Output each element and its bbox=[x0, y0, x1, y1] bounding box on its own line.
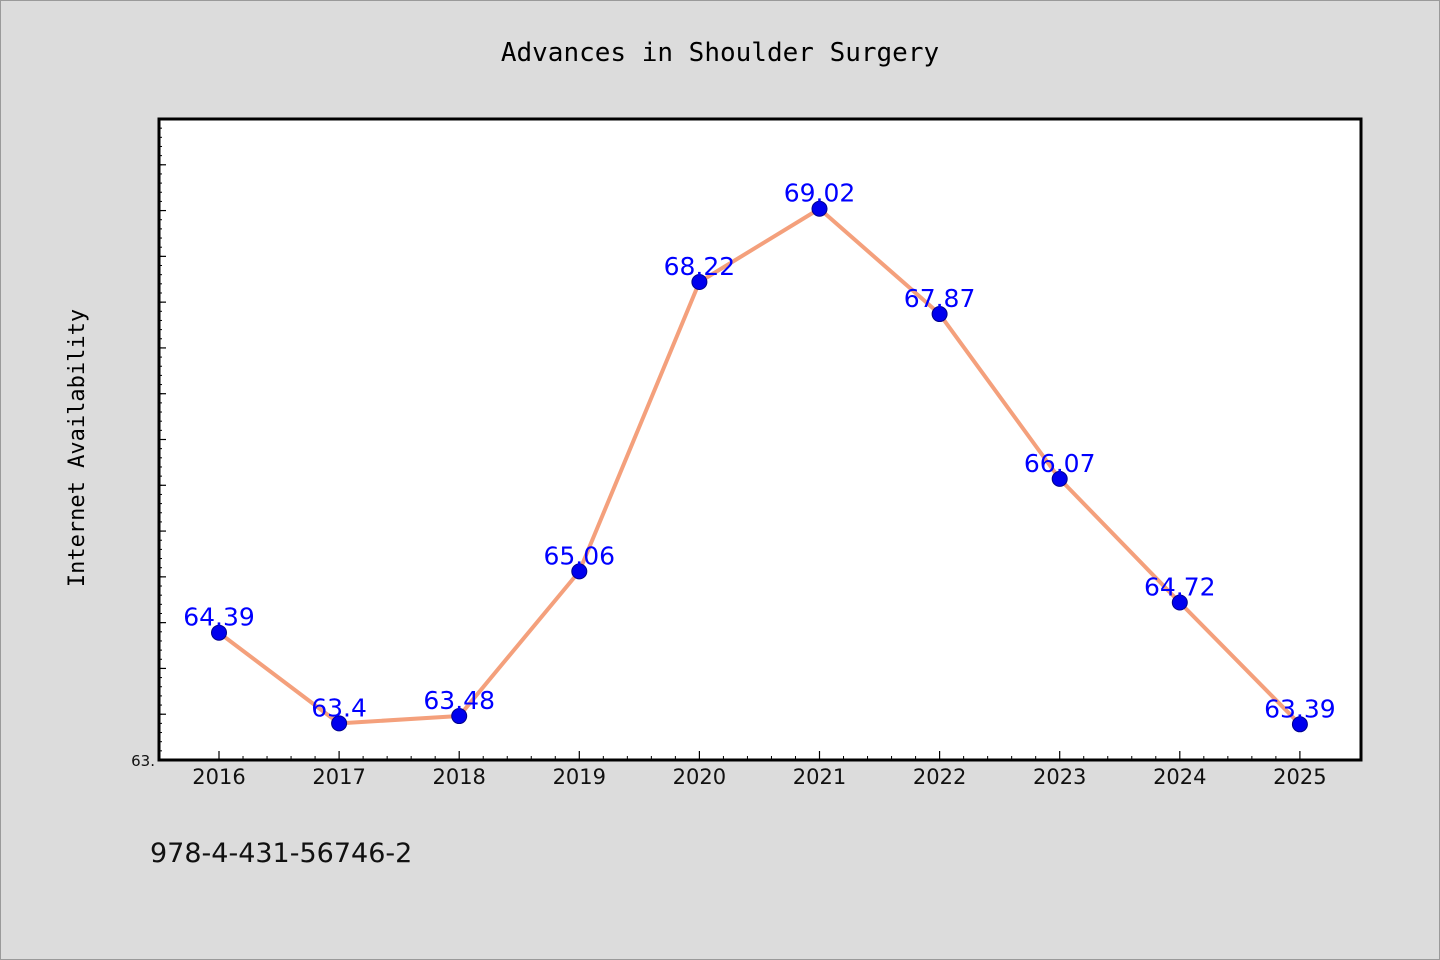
data-point bbox=[211, 624, 227, 641]
data-point bbox=[931, 306, 948, 323]
data-point bbox=[811, 200, 828, 217]
data-label: 68.22 bbox=[664, 252, 736, 281]
x-axis-ticks: 2016 2017 2018 2019 2020 2021 2022 2023 2024 2025 bbox=[192, 751, 1327, 789]
data-label: 67.87 bbox=[904, 284, 976, 313]
data-point bbox=[571, 563, 588, 580]
x-tick-label: 2025 bbox=[1273, 765, 1326, 789]
data-point bbox=[451, 708, 468, 725]
series-layer: 64.39 63.4 63.48 65.06 68.22 69.02 67.87 66.07 6… bbox=[183, 179, 1336, 733]
data-label: 64.72 bbox=[1144, 572, 1216, 601]
data-label: 63.48 bbox=[423, 686, 495, 715]
data-point bbox=[691, 273, 708, 290]
data-point bbox=[1051, 470, 1068, 487]
data-label: 63.4 bbox=[311, 693, 367, 722]
y-tick-label: 63. bbox=[131, 752, 155, 770]
x-tick-label: 2017 bbox=[312, 765, 365, 789]
data-point bbox=[1171, 594, 1188, 611]
x-tick-label: 2023 bbox=[1033, 765, 1086, 789]
x-tick-label: 2024 bbox=[1153, 765, 1206, 789]
x-tick-label: 2022 bbox=[913, 765, 966, 789]
y-axis-label: Internet Availability bbox=[65, 309, 90, 587]
x-tick-label: 2019 bbox=[553, 765, 606, 789]
y-axis-ticks: 63. bbox=[131, 118, 166, 770]
footer-isbn: 978-4-431-56746-2 bbox=[150, 838, 412, 869]
plot-area bbox=[157, 117, 1363, 762]
x-tick-label: 2021 bbox=[793, 765, 846, 789]
data-label: 64.39 bbox=[183, 603, 255, 632]
x-tick-label: 2016 bbox=[192, 765, 245, 789]
data-label: 65.06 bbox=[544, 541, 616, 570]
chart-title: Advances in Shoulder Surgery bbox=[501, 38, 939, 68]
data-point bbox=[1291, 716, 1308, 733]
data-label: 66.07 bbox=[1024, 449, 1096, 478]
data-point bbox=[331, 715, 348, 732]
data-label: 63.39 bbox=[1264, 694, 1336, 723]
series-line bbox=[217, 206, 1302, 726]
x-tick-label: 2020 bbox=[673, 765, 726, 789]
x-tick-label: 2018 bbox=[432, 765, 485, 789]
data-label: 69.02 bbox=[784, 179, 856, 208]
